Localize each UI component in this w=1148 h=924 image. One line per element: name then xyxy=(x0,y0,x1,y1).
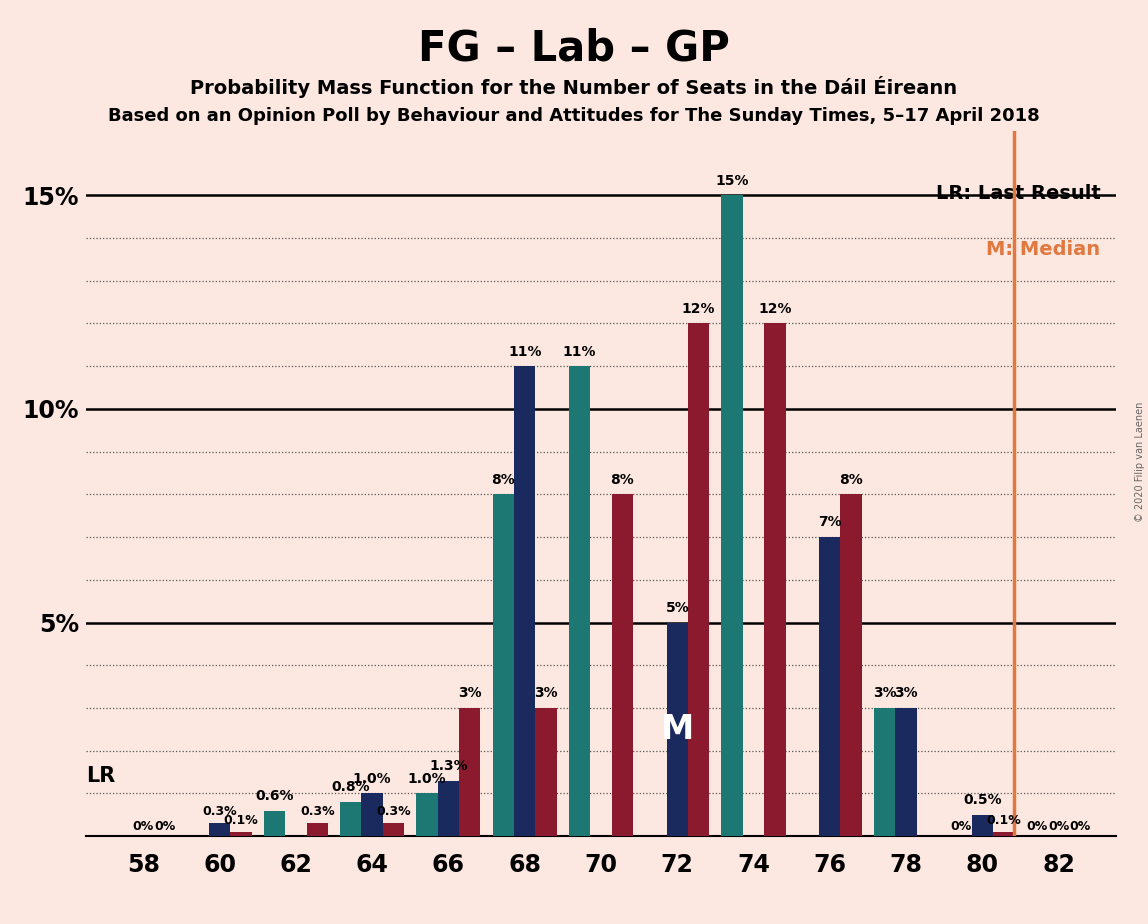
Text: 0%: 0% xyxy=(1070,820,1091,833)
Text: 3%: 3% xyxy=(894,687,918,700)
Bar xyxy=(437,781,459,836)
Text: 3%: 3% xyxy=(534,687,558,700)
Text: 11%: 11% xyxy=(563,345,596,359)
Text: 0.3%: 0.3% xyxy=(377,806,411,819)
Bar xyxy=(492,494,514,836)
Text: 11%: 11% xyxy=(507,345,542,359)
Bar xyxy=(971,815,993,836)
Bar xyxy=(840,494,862,836)
Bar xyxy=(688,323,709,836)
Bar xyxy=(231,832,251,836)
Bar xyxy=(667,623,688,836)
Text: Based on an Opinion Poll by Behaviour and Attitudes for The Sunday Times, 5–17 A: Based on an Opinion Poll by Behaviour an… xyxy=(108,107,1040,125)
Bar xyxy=(721,195,743,836)
Bar xyxy=(362,794,382,836)
Text: 0.3%: 0.3% xyxy=(202,806,236,819)
Bar xyxy=(535,708,557,836)
Bar xyxy=(993,832,1015,836)
Text: © 2020 Filip van Laenen: © 2020 Filip van Laenen xyxy=(1134,402,1145,522)
Text: 1.3%: 1.3% xyxy=(429,759,467,773)
Text: M: M xyxy=(660,713,693,746)
Text: 0%: 0% xyxy=(1048,820,1069,833)
Bar xyxy=(340,802,362,836)
Text: 0.3%: 0.3% xyxy=(300,806,334,819)
Text: 0%: 0% xyxy=(154,820,176,833)
Text: M: Median: M: Median xyxy=(986,240,1101,260)
Bar xyxy=(514,366,535,836)
Bar xyxy=(612,494,633,836)
Text: 0.5%: 0.5% xyxy=(963,793,1002,808)
Text: 8%: 8% xyxy=(839,473,863,487)
Text: 8%: 8% xyxy=(491,473,515,487)
Text: LR: Last Result: LR: Last Result xyxy=(936,184,1101,203)
Bar xyxy=(569,366,590,836)
Text: 0.1%: 0.1% xyxy=(986,814,1021,827)
Text: 0%: 0% xyxy=(951,820,971,833)
Text: Probability Mass Function for the Number of Seats in the Dáil Éireann: Probability Mass Function for the Number… xyxy=(191,76,957,98)
Bar xyxy=(820,537,840,836)
Bar xyxy=(264,810,285,836)
Text: 3%: 3% xyxy=(458,687,482,700)
Text: FG – Lab – GP: FG – Lab – GP xyxy=(418,28,730,69)
Text: 0.1%: 0.1% xyxy=(224,814,258,827)
Bar xyxy=(417,794,437,836)
Text: 8%: 8% xyxy=(611,473,634,487)
Text: 7%: 7% xyxy=(819,516,841,529)
Text: 1.0%: 1.0% xyxy=(408,772,447,785)
Text: LR: LR xyxy=(86,766,115,786)
Bar xyxy=(459,708,481,836)
Bar xyxy=(874,708,895,836)
Bar xyxy=(209,823,231,836)
Text: 3%: 3% xyxy=(872,687,897,700)
Bar xyxy=(307,823,328,836)
Text: 0.8%: 0.8% xyxy=(332,781,370,795)
Bar xyxy=(765,323,785,836)
Text: 12%: 12% xyxy=(682,302,715,316)
Text: 0.6%: 0.6% xyxy=(255,789,294,803)
Bar xyxy=(382,823,404,836)
Text: 0%: 0% xyxy=(1026,820,1048,833)
Text: 5%: 5% xyxy=(666,601,689,614)
Text: 0%: 0% xyxy=(133,820,154,833)
Text: 15%: 15% xyxy=(715,174,748,188)
Text: 1.0%: 1.0% xyxy=(352,772,391,785)
Text: 12%: 12% xyxy=(758,302,792,316)
Bar xyxy=(895,708,917,836)
